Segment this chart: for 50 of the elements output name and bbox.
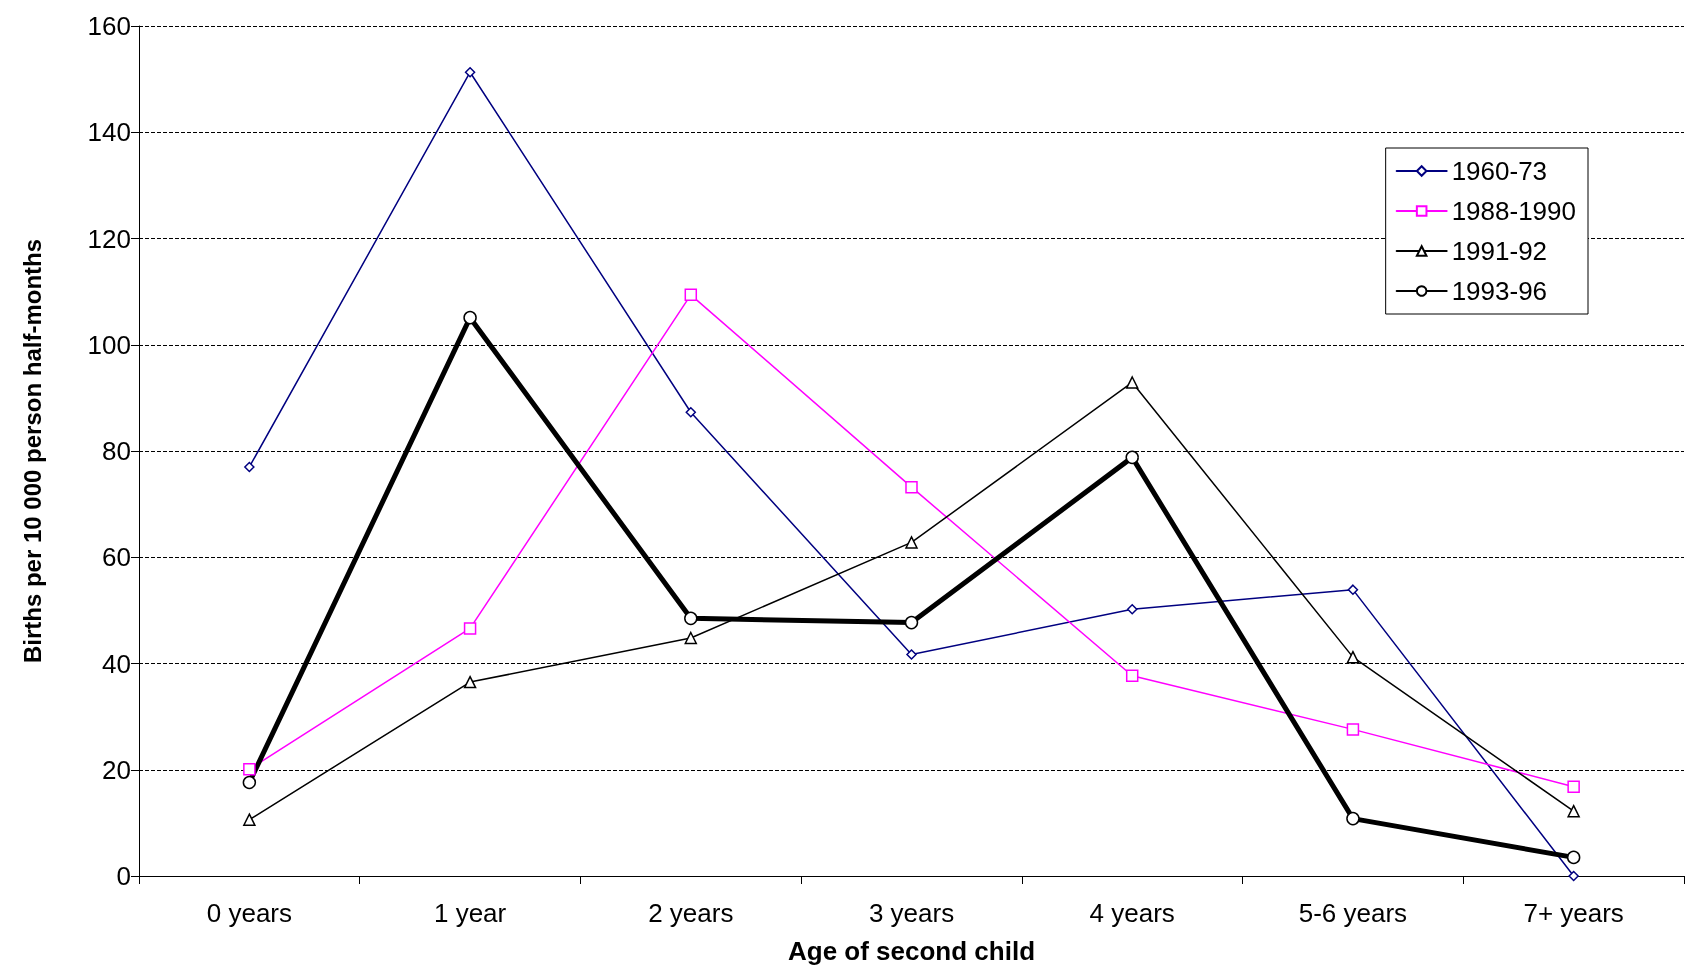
point [684, 631, 698, 645]
y-tick-label: 40 [102, 648, 131, 679]
point [905, 480, 918, 494]
y-tick-label: 160 [87, 11, 131, 41]
point [1567, 780, 1580, 793]
point [1567, 804, 1580, 818]
point [1568, 870, 1579, 882]
point [242, 775, 257, 790]
point [1566, 850, 1581, 865]
y-tick-label: 120 [87, 223, 131, 254]
x-tick-label: 4 years [1089, 898, 1175, 928]
point [463, 675, 477, 689]
point [1125, 376, 1139, 389]
y-tick-label: 100 [87, 329, 131, 360]
point [1125, 450, 1139, 465]
x-tick-label: 3 years [868, 898, 955, 928]
x-tick-label: 0 years [206, 898, 292, 928]
point [463, 622, 477, 635]
x-tick-label: 2 years [648, 898, 734, 928]
point [463, 310, 477, 325]
point [906, 649, 917, 660]
legend-label: 1960-73 [1451, 156, 1548, 186]
legend-label: 1988-1990 [1451, 196, 1577, 226]
point [243, 762, 256, 776]
x-tick-label: 1 year [433, 898, 507, 928]
point [1347, 584, 1359, 595]
point [684, 611, 698, 626]
point [684, 288, 698, 302]
y-tick-label: 140 [87, 117, 131, 148]
point [244, 461, 255, 473]
point [243, 813, 256, 826]
x-tick-label: 7+ years [1523, 898, 1624, 928]
legend-label: 1993-96 [1451, 276, 1548, 306]
point [1346, 723, 1360, 736]
point [905, 536, 918, 549]
point [1346, 811, 1360, 826]
y-axis-title: Births per 10 000 person half-months [18, 238, 46, 664]
y-tick-label: 0 [116, 861, 131, 891]
point [464, 66, 476, 78]
y-tick-label: 20 [102, 754, 131, 785]
x-axis-title: Age of second child [787, 936, 1036, 966]
point [1346, 650, 1360, 664]
y-tick-label: 60 [102, 542, 131, 573]
legend-label: 1991-92 [1451, 236, 1548, 266]
y-tick-label: 80 [102, 436, 131, 466]
point [685, 406, 697, 418]
point [904, 615, 919, 630]
point [1125, 669, 1139, 682]
point [1126, 604, 1138, 615]
x-tick-label: 5-6 years [1298, 898, 1408, 928]
